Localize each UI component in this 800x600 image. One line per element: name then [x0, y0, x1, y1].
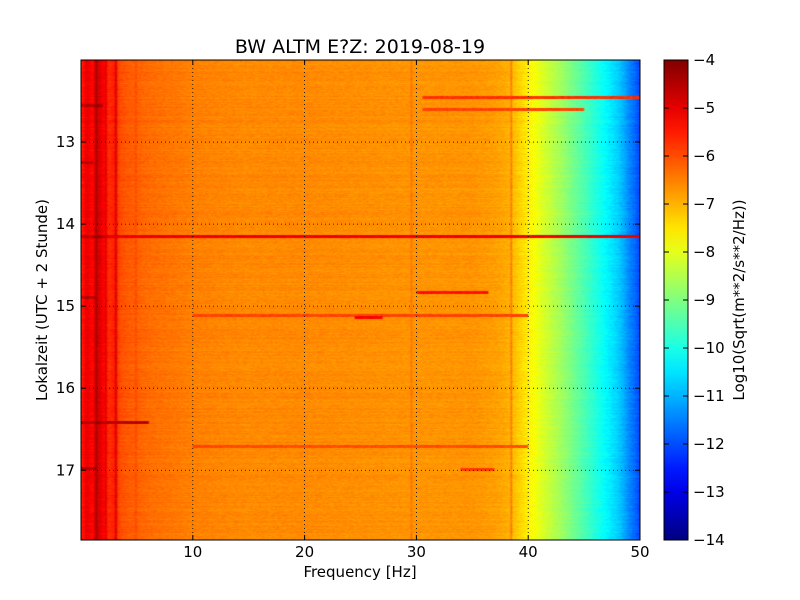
- x-tick-label: 30: [407, 543, 426, 561]
- x-axis-ticks: 10 20 30 40 50: [183, 60, 650, 561]
- x-axis-label: Frequency [Hz]: [303, 563, 416, 581]
- colorbar-tick-label: −11: [693, 387, 725, 405]
- chart-title: BW ALTM E?Z: 2019-08-19: [235, 36, 485, 58]
- y-tick-label: 15: [56, 297, 75, 315]
- y-tick-label: 17: [56, 461, 75, 479]
- plot-area: 10 20 30 40 50 13 14 15 16 17: [56, 59, 650, 561]
- colorbar-tick-label: −6: [693, 147, 715, 165]
- colorbar-tick-label: −9: [693, 291, 715, 309]
- y-tick-label: 16: [56, 379, 75, 397]
- colorbar-label: Log10(Sqrt(m**2/s**2/Hz)): [730, 199, 748, 400]
- y-tick-label: 13: [56, 133, 75, 151]
- colorbar-tick-label: −7: [693, 195, 715, 213]
- x-tick-label: 50: [630, 543, 649, 561]
- colorbar-tick-label: −14: [693, 531, 725, 549]
- colorbar-tick-label: −12: [693, 435, 725, 453]
- y-axis-label: Lokalzeit (UTC + 2 Stunde): [33, 199, 51, 401]
- y-tick-label: 14: [56, 215, 75, 233]
- colorbar-ticks: −4 −5 −6 −7 −8 −9 −10 −11 −12 −13 −14: [664, 51, 725, 549]
- y-axis-ticks: 13 14 15 16 17: [56, 133, 640, 479]
- spectrogram-heatmap: [81, 60, 640, 540]
- colorbar-tick-label: −10: [693, 339, 725, 357]
- colorbar: −4 −5 −6 −7 −8 −9 −10 −11 −12 −13 −14: [663, 51, 725, 549]
- x-tick-label: 20: [295, 543, 314, 561]
- x-tick-label: 40: [519, 543, 538, 561]
- colorbar-tick-label: −5: [693, 99, 715, 117]
- plot-frame: [80, 59, 641, 541]
- grid-lines: [81, 60, 640, 540]
- x-tick-label: 10: [183, 543, 202, 561]
- colorbar-tick-label: −8: [693, 243, 715, 261]
- colorbar-tick-label: −4: [693, 51, 715, 69]
- colorbar-tick-label: −13: [693, 483, 725, 501]
